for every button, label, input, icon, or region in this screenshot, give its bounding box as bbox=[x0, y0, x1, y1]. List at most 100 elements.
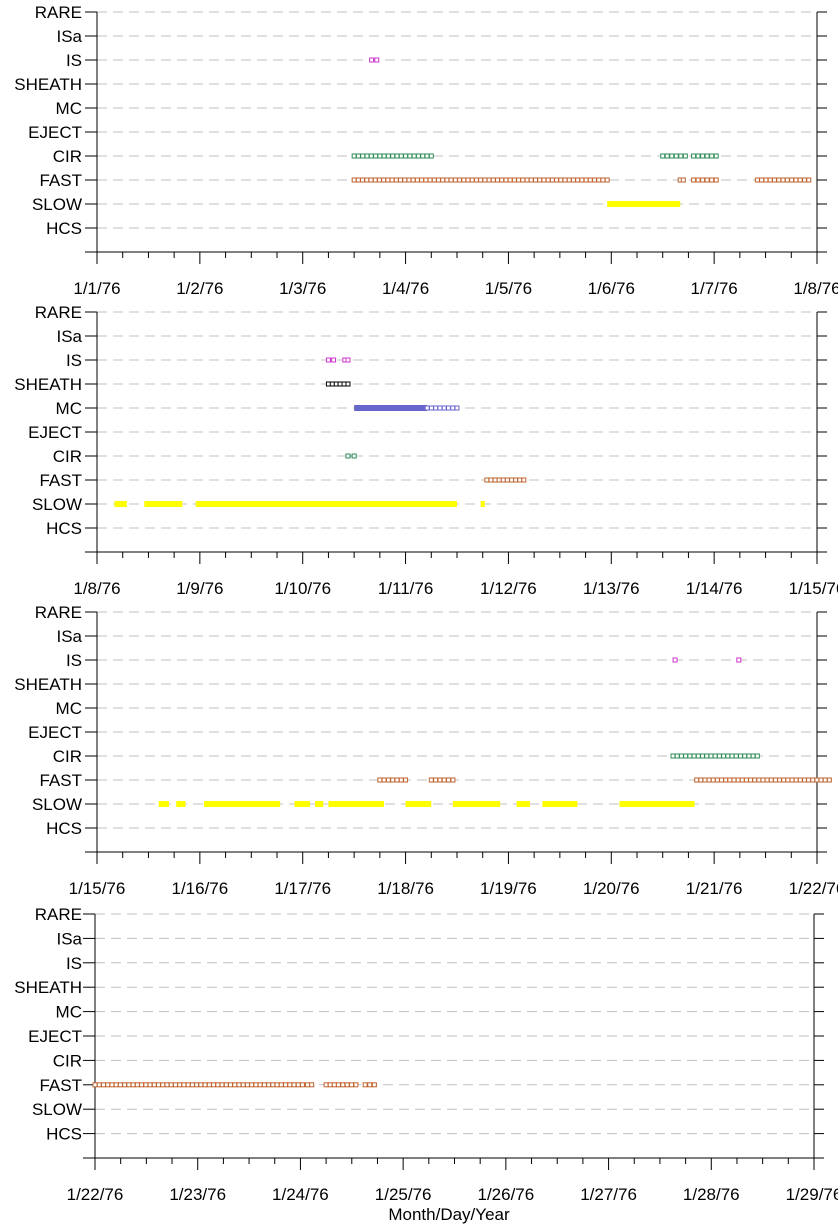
marker-point bbox=[351, 453, 357, 459]
marker-point bbox=[492, 477, 498, 483]
marker-point bbox=[390, 153, 396, 159]
x-tick-label: 1/2/76 bbox=[176, 279, 223, 298]
marker-point bbox=[376, 177, 382, 183]
markers-fast bbox=[362, 1082, 377, 1088]
bar-slow bbox=[144, 501, 183, 507]
bar-slow bbox=[607, 201, 681, 207]
marker-point bbox=[415, 153, 421, 159]
marker-point bbox=[826, 777, 832, 783]
marker-point bbox=[579, 177, 585, 183]
marker-point bbox=[287, 1082, 293, 1088]
marker-point bbox=[160, 1082, 166, 1088]
marker-point bbox=[780, 177, 786, 183]
marker-point bbox=[473, 177, 479, 183]
y-tick-label-fast: FAST bbox=[39, 1076, 82, 1095]
marker-point bbox=[704, 153, 710, 159]
markers-cir bbox=[691, 153, 719, 159]
x-tick-label: 1/29/76 bbox=[786, 1185, 838, 1204]
x-tick-label: 1/8/76 bbox=[73, 579, 120, 598]
x-tick-label: 1/15/76 bbox=[69, 879, 126, 898]
marker-point bbox=[295, 1082, 301, 1088]
marker-point bbox=[704, 177, 710, 183]
marker-point bbox=[236, 1082, 242, 1088]
y-tick-label-sheath: SHEATH bbox=[14, 675, 82, 694]
bar-slow bbox=[480, 501, 485, 507]
bar-slow bbox=[176, 801, 186, 807]
marker-point bbox=[377, 153, 383, 159]
bar-slow bbox=[328, 801, 384, 807]
marker-point bbox=[156, 1082, 162, 1088]
marker-point bbox=[402, 177, 408, 183]
marker-point bbox=[570, 177, 576, 183]
marker-point bbox=[739, 777, 745, 783]
marker-point bbox=[433, 777, 439, 783]
markers-fast bbox=[677, 177, 686, 183]
marker-point bbox=[325, 357, 331, 363]
marker-point bbox=[445, 405, 451, 411]
marker-point bbox=[441, 777, 447, 783]
x-tick-label: 1/25/76 bbox=[375, 1185, 432, 1204]
markers-fast bbox=[92, 1082, 305, 1088]
marker-point bbox=[331, 1082, 337, 1088]
marker-point bbox=[784, 177, 790, 183]
marker-point bbox=[768, 777, 774, 783]
x-tick-label: 1/15/76 bbox=[789, 579, 838, 598]
y-tick-label-cir: CIR bbox=[53, 1051, 82, 1070]
marker-point bbox=[122, 1082, 128, 1088]
marker-point bbox=[507, 177, 513, 183]
y-tick-label-mc: MC bbox=[56, 1003, 82, 1022]
marker-point bbox=[389, 177, 395, 183]
marker-point bbox=[789, 777, 795, 783]
marker-point bbox=[427, 177, 433, 183]
marker-point bbox=[185, 1082, 191, 1088]
panel-2: RARE ISa IS SHEATH MC EJECT CIR FAST SLOW HCS 1/8/… bbox=[14, 303, 838, 598]
marker-point bbox=[482, 177, 488, 183]
marker-point bbox=[345, 453, 351, 459]
bar-slow bbox=[619, 801, 695, 807]
marker-point bbox=[708, 753, 714, 759]
marker-point bbox=[513, 477, 519, 483]
marker-point bbox=[517, 477, 523, 483]
bar-slow bbox=[542, 801, 578, 807]
x-tick-label: 1/7/76 bbox=[691, 279, 738, 298]
marker-point bbox=[541, 177, 547, 183]
marker-point bbox=[499, 177, 505, 183]
panel-1: RARE ISa IS SHEATH MC EJECT CIR FAST SLOW HCS 1/1/… bbox=[14, 3, 838, 298]
x-tick-label: 1/20/76 bbox=[583, 879, 640, 898]
markers-fast bbox=[484, 477, 527, 483]
marker-point bbox=[700, 153, 706, 159]
marker-point bbox=[219, 1082, 225, 1088]
marker-point bbox=[511, 177, 517, 183]
marker-point bbox=[377, 777, 383, 783]
marker-point bbox=[528, 177, 534, 183]
marker-point bbox=[735, 777, 741, 783]
x-tick-label: 1/14/76 bbox=[686, 579, 743, 598]
marker-point bbox=[452, 177, 458, 183]
marker-point bbox=[398, 777, 404, 783]
y-tick-label-fast: FAST bbox=[39, 471, 82, 490]
y-tick-label-is: IS bbox=[66, 954, 82, 973]
bar-mc bbox=[354, 405, 428, 411]
y-tick-label-rare: RARE bbox=[35, 3, 82, 22]
marker-point bbox=[126, 1082, 132, 1088]
y-tick-label-mc: MC bbox=[56, 399, 82, 418]
marker-point bbox=[777, 777, 783, 783]
marker-point bbox=[437, 777, 443, 783]
marker-point bbox=[673, 153, 679, 159]
marker-point bbox=[691, 177, 697, 183]
markers-fast bbox=[323, 1082, 337, 1088]
marker-point bbox=[488, 477, 494, 483]
marker-point bbox=[139, 1082, 145, 1088]
marker-point bbox=[414, 177, 420, 183]
bar-slow bbox=[405, 801, 432, 807]
y-tick-label-isa: ISa bbox=[56, 627, 82, 646]
markers-is bbox=[325, 357, 337, 363]
y-tick-label-mc: MC bbox=[56, 699, 82, 718]
marker-point bbox=[189, 1082, 195, 1088]
marker-point bbox=[600, 177, 606, 183]
marker-point bbox=[575, 177, 581, 183]
marker-point bbox=[450, 405, 456, 411]
marker-point bbox=[394, 153, 400, 159]
x-tick-label: 1/16/76 bbox=[171, 879, 228, 898]
